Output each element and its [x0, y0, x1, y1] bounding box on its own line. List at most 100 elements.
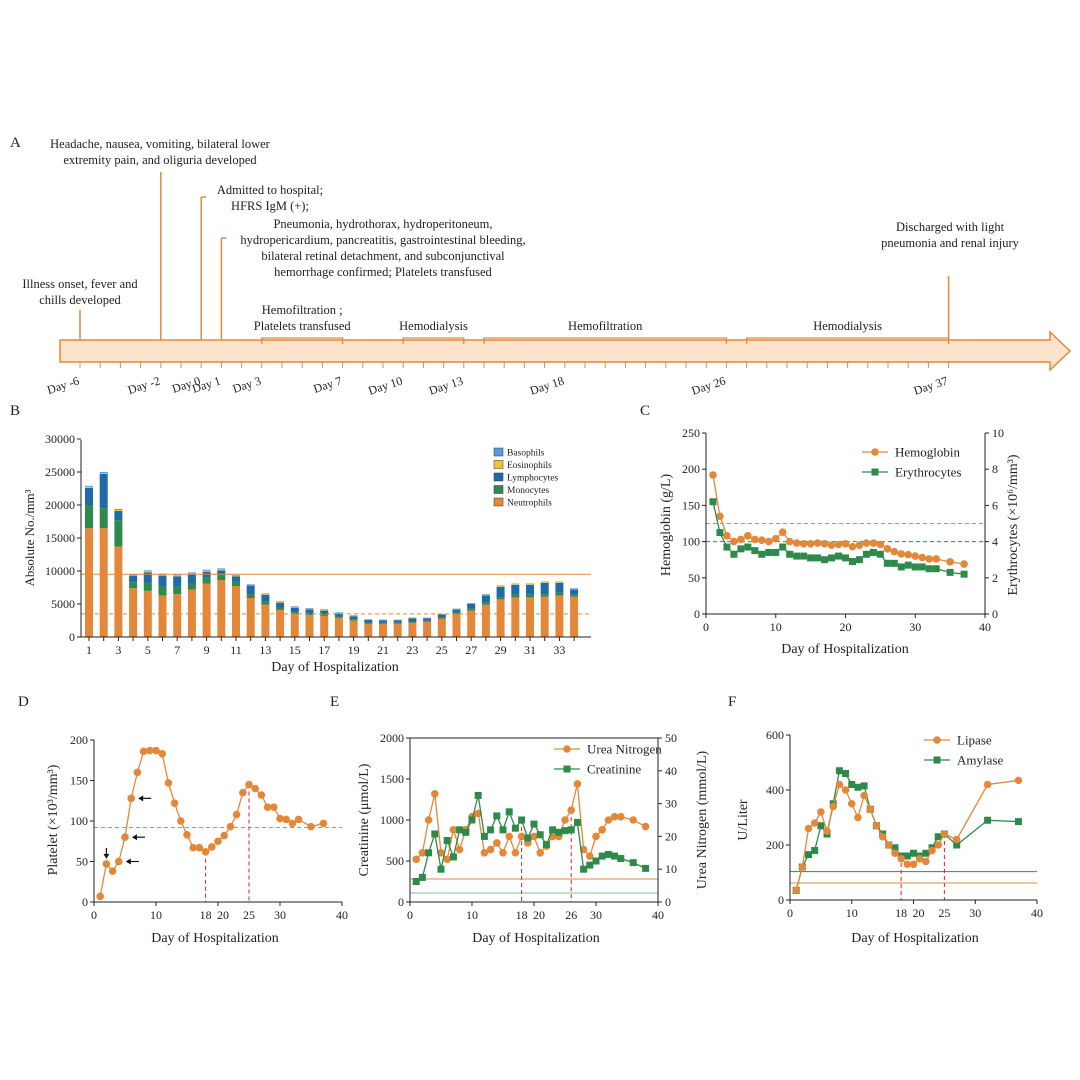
chart-d-platelet-point: [127, 794, 135, 803]
timeline-event-text: bilateral retinal detachment, and subcon…: [261, 249, 505, 263]
chart-e-urea-nitrogen-point: [530, 832, 538, 841]
chart-d-y-tick-label: 0: [82, 895, 88, 909]
chart-c-erythrocytes-point: [960, 570, 968, 578]
timeline-event-text: chills developed: [39, 293, 121, 307]
chart-e-urea-nitrogen-point: [592, 832, 600, 841]
chart-e-creatinine-point: [443, 837, 451, 844]
bar-eosinophils: [158, 574, 167, 576]
chart-e-x-tick-label: 0: [407, 908, 413, 922]
chart-e-urea-nitrogen-point: [511, 849, 520, 857]
bar-lymphocytes: [526, 584, 534, 595]
chart-c-erythrocytes-point: [709, 498, 717, 506]
chart-b-legend-label: Neutrophils: [507, 499, 552, 509]
chart-f-lipase-point: [915, 854, 924, 863]
chart-c-hemoglobin-point: [918, 553, 927, 562]
panel-label-e: E: [330, 694, 339, 710]
chart-c-x-tick-label: 40: [979, 620, 991, 634]
chart-c-erythrocytes-point: [869, 548, 877, 556]
timeline-event-text: Admitted to hospital;: [217, 183, 323, 197]
chart-c-erythrocytes-point: [772, 548, 780, 556]
chart-b-x-tick-label: 1: [86, 643, 92, 657]
chart-e-y-right-tick-label: 40: [665, 764, 677, 778]
timeline-day-label: Day 26: [690, 374, 728, 398]
chart-c-y-right-tick-label: 10: [992, 426, 1004, 440]
chart-c-erythrocytes-point: [848, 558, 856, 566]
chart-f-legend-marker: [933, 736, 941, 744]
bar-monocytes: [349, 619, 358, 621]
chart-b-x-tick-label: 23: [406, 643, 418, 657]
chart-d-platelet-point: [102, 860, 111, 868]
bar-lymphocytes: [555, 582, 564, 593]
bar-monocytes: [393, 622, 402, 624]
chart-c-erythrocytes-point: [855, 556, 863, 564]
chart-c-hemoglobin-point: [778, 528, 787, 536]
bar-neutrophils: [423, 621, 432, 637]
chart-f-lipase-point: [823, 827, 831, 836]
bar-lymphocytes: [570, 589, 579, 595]
treatment-bracket: [261, 337, 344, 344]
chart-f-amylase-point: [922, 849, 930, 857]
chart-c-hemoglobin-point: [758, 536, 766, 544]
chart-c-erythrocytes-point: [786, 550, 794, 558]
timeline-day-label: Day 13: [427, 374, 465, 398]
chart-c-hemoglobin-point: [751, 535, 759, 544]
chart-c-erythrocytes-point: [946, 568, 954, 576]
chart-c-erythrocytes-point: [911, 563, 919, 571]
chart-f-lipase-point: [866, 805, 875, 814]
chart-f-amylase-point: [903, 852, 911, 860]
bar-lymphocytes: [496, 586, 505, 598]
chart-d-platelet-point: [226, 822, 235, 831]
chart-e-urea-nitrogen-point: [418, 849, 427, 857]
bar-neutrophils: [511, 597, 520, 637]
bar-basophils: [85, 485, 93, 487]
bar-neutrophils: [437, 618, 446, 637]
chart-c-erythrocytes-point: [814, 554, 822, 562]
bar-neutrophils: [526, 597, 534, 637]
chart-f-lipase-line: [795, 779, 1019, 891]
chart-f-lipase-point: [860, 791, 868, 800]
timeline-event-text: hydropericardium, pancreatitis, gastroin…: [240, 233, 525, 247]
chart-e-xlabel: Day of Hospitalization: [472, 931, 600, 946]
chart-c-erythrocytes-point: [862, 550, 870, 558]
chart-e-y-right-tick-label: 0: [665, 895, 671, 909]
chart-c-erythrocytes-point: [758, 550, 766, 558]
chart-b-x-tick-label: 21: [377, 643, 389, 657]
chart-c-legend-marker: [871, 448, 879, 456]
chart-d-xlabel: Day of Hospitalization: [151, 931, 279, 946]
timeline-day-label: Day 7: [312, 374, 344, 396]
chart-e-creatinine-point: [493, 812, 501, 820]
bar-basophils: [290, 606, 299, 607]
chart-c-hemoglobin-point: [869, 539, 878, 547]
chart-d-marked-day-label: 18: [200, 908, 212, 922]
chart-d-platelet-point: [195, 843, 204, 852]
bar-lymphocytes: [261, 594, 270, 602]
chart-f-lipase-point: [829, 802, 838, 811]
chart-b-xlabel: Day of Hospitalization: [271, 660, 399, 675]
bar-basophils: [261, 593, 270, 595]
timeline-event-text: Headache, nausea, vomiting, bilateral lo…: [50, 137, 271, 151]
chart-e-creatinine-point: [425, 849, 433, 857]
bar-eosinophils: [173, 575, 182, 577]
bar-monocytes: [158, 586, 167, 596]
chart-d-platelet-point: [158, 749, 166, 758]
chart-c-erythrocytes-point: [828, 554, 836, 562]
bar-eosinophils: [496, 586, 505, 587]
bar-basophils: [555, 581, 564, 583]
chart-e-y-right-tick-label: 50: [665, 731, 677, 745]
chart-c-hemoglobin-point: [792, 539, 801, 547]
chart-e-urea-nitrogen-point: [586, 852, 594, 860]
chart-c-hemoglobin-point: [834, 540, 843, 549]
bar-eosinophils: [276, 602, 285, 603]
chart-b-x-tick-label: 13: [259, 643, 271, 657]
chart-d-annotation-arrow-head: [103, 853, 110, 859]
chart-c-hemoglobin-point: [925, 555, 933, 563]
chart-c-erythrocytes-point: [793, 552, 801, 560]
chart-d-platelet-point: [96, 892, 104, 901]
chart-b-x-tick-label: 7: [174, 643, 180, 657]
chart-d-x-tick-label: 0: [91, 908, 97, 922]
chart-e-urea-nitrogen-point: [604, 816, 613, 824]
chart-e-x-tick-label: 30: [590, 908, 602, 922]
bar-monocytes: [99, 508, 108, 529]
chart-b-ylabel: Absolute No./mm³: [22, 489, 37, 586]
chart-f-lipase-point: [934, 841, 942, 849]
